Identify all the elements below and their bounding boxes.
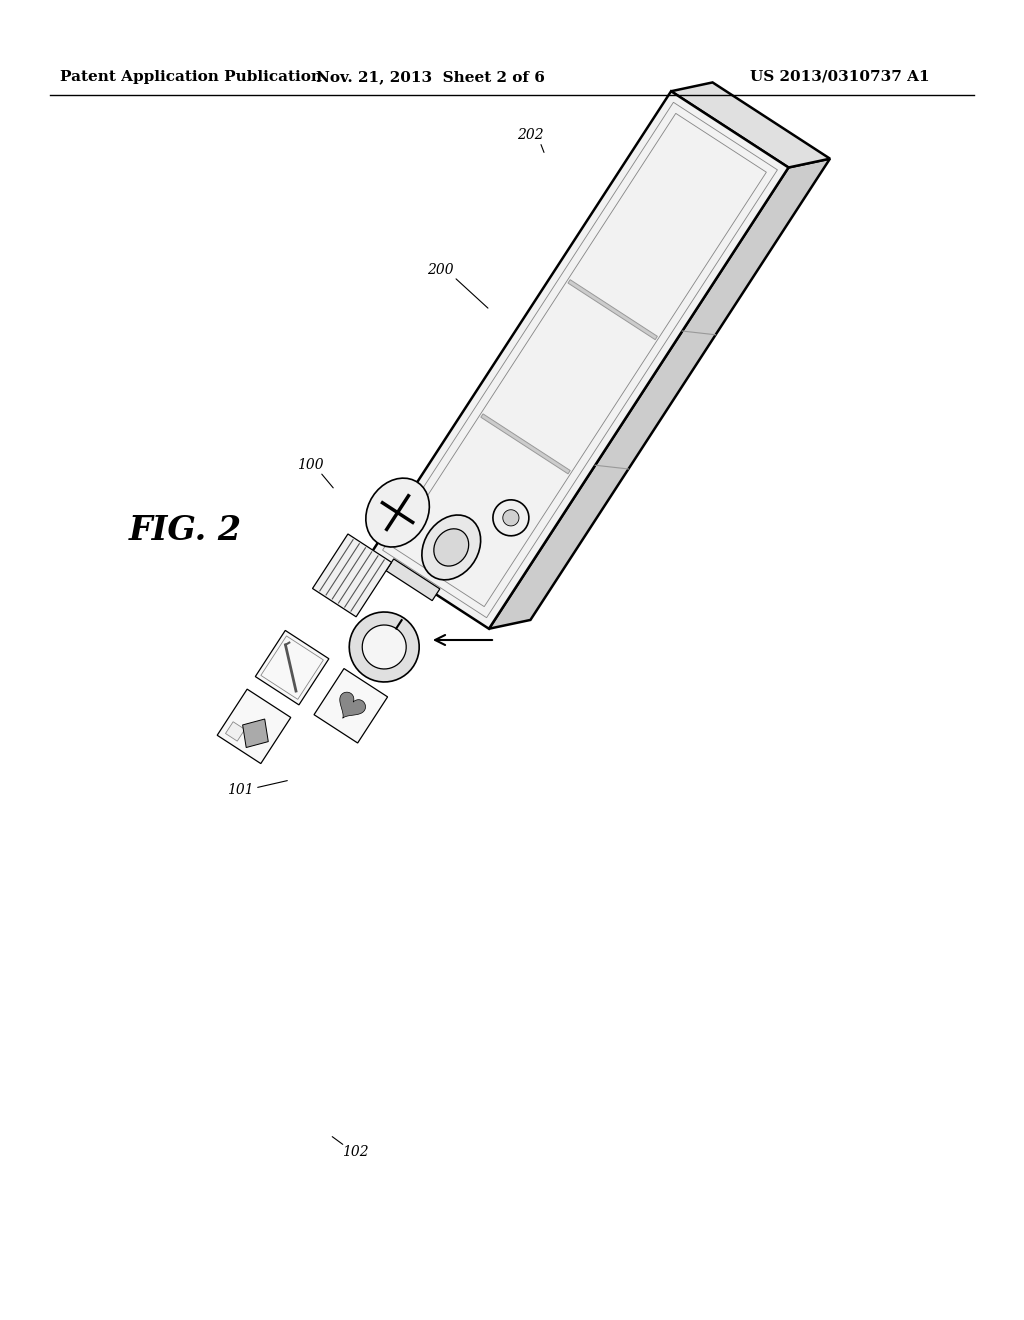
Polygon shape [386, 558, 440, 601]
Polygon shape [366, 478, 429, 546]
Polygon shape [503, 510, 519, 525]
Text: Nov. 21, 2013  Sheet 2 of 6: Nov. 21, 2013 Sheet 2 of 6 [315, 70, 545, 84]
Polygon shape [362, 624, 407, 669]
Text: 102: 102 [342, 1144, 369, 1159]
Polygon shape [243, 719, 268, 747]
Polygon shape [312, 535, 391, 616]
Polygon shape [493, 500, 528, 536]
Polygon shape [372, 91, 788, 628]
Text: 100: 100 [297, 458, 324, 473]
Polygon shape [671, 82, 830, 168]
Polygon shape [481, 414, 570, 474]
Polygon shape [217, 689, 291, 763]
Polygon shape [349, 612, 419, 682]
Text: Patent Application Publication: Patent Application Publication [60, 70, 322, 84]
Polygon shape [255, 631, 329, 705]
Text: US 2013/0310737 A1: US 2013/0310737 A1 [751, 70, 930, 84]
Text: 101: 101 [226, 783, 253, 797]
Polygon shape [568, 280, 657, 339]
Text: 202: 202 [517, 128, 544, 143]
Polygon shape [422, 515, 480, 579]
Polygon shape [340, 692, 366, 718]
Polygon shape [488, 158, 830, 628]
Polygon shape [225, 722, 245, 741]
Polygon shape [314, 668, 388, 743]
Polygon shape [434, 529, 469, 566]
Text: 200: 200 [427, 263, 454, 277]
Text: FIG. 2: FIG. 2 [128, 513, 242, 546]
